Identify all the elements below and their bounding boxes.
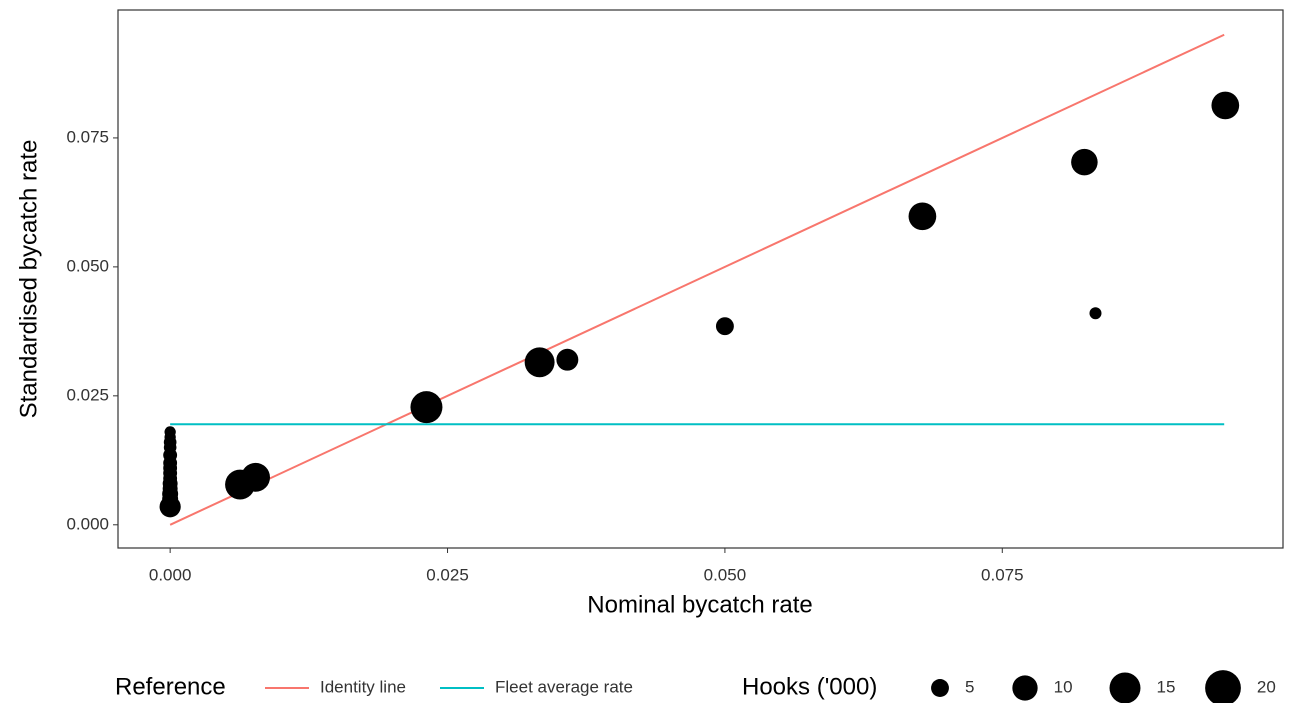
bubble xyxy=(164,426,176,438)
legend-bubble xyxy=(1012,675,1038,701)
y-tick-label: 0.050 xyxy=(66,256,109,275)
bubble xyxy=(1211,91,1240,120)
y-tick-label: 0.025 xyxy=(66,385,109,404)
y-axis-title: Standardised bycatch rate xyxy=(15,140,42,419)
bubble xyxy=(410,391,443,424)
x-tick-label: 0.050 xyxy=(704,565,747,584)
bubble xyxy=(715,317,734,336)
plot-panel xyxy=(117,9,1284,549)
x-axis-title: Nominal bycatch rate xyxy=(587,591,812,618)
y-tick-label: 0.000 xyxy=(66,514,109,533)
bubble xyxy=(241,462,271,492)
legend-title: Hooks ('000) xyxy=(742,673,877,700)
bubble xyxy=(524,347,555,378)
legend-bubble xyxy=(1109,672,1141,703)
legend-bubble xyxy=(931,679,949,697)
x-tick-label: 0.075 xyxy=(981,565,1024,584)
bubble xyxy=(1089,307,1102,320)
reference-line xyxy=(169,33,1225,526)
legend-label: Fleet average rate xyxy=(495,677,633,696)
x-tick-label: 0.000 xyxy=(149,565,192,584)
legend-label: 10 xyxy=(1054,677,1073,696)
legend-label: 5 xyxy=(965,677,974,696)
bubble xyxy=(556,348,579,371)
bubble xyxy=(908,202,937,231)
x-tick-label: 0.025 xyxy=(426,565,469,584)
legend-bubble xyxy=(1205,670,1241,703)
legend-label: 15 xyxy=(1156,677,1175,696)
legend-label: 20 xyxy=(1257,677,1276,696)
legend-label: Identity line xyxy=(320,677,406,696)
legend-title: Reference xyxy=(115,673,226,700)
y-tick-label: 0.075 xyxy=(66,127,109,146)
bubble xyxy=(1071,148,1098,176)
